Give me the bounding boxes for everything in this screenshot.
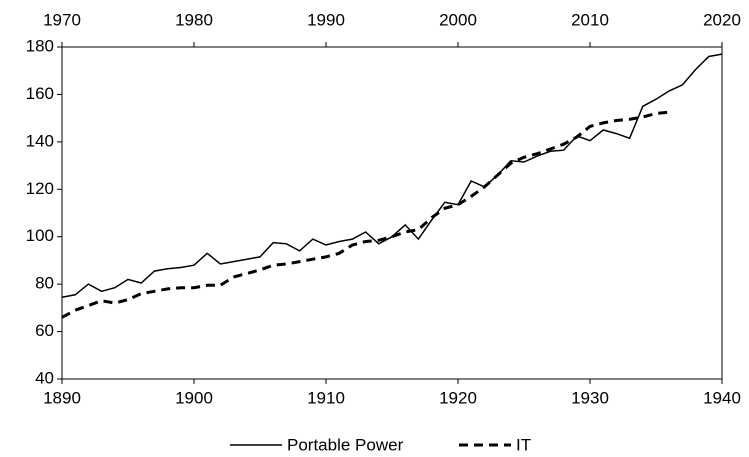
x2-tick-label: 1990 (307, 10, 345, 29)
y-tick-label: 160 (26, 84, 54, 103)
legend-label: IT (516, 435, 531, 454)
x2-tick-label: 1980 (175, 10, 213, 29)
x-tick-label: 1940 (703, 388, 741, 407)
plot-frame (61, 46, 723, 380)
x2-tick-label: 2010 (571, 10, 609, 29)
x-tick-label: 1890 (43, 388, 81, 407)
y-tick-label: 60 (35, 321, 54, 340)
x2-tick-label: 2000 (439, 10, 477, 29)
x-tick-label: 1910 (307, 388, 345, 407)
series-line (61, 110, 670, 319)
y-tick-label: 40 (35, 368, 54, 387)
y-tick-label: 100 (26, 226, 54, 245)
x-tick-label: 1930 (571, 388, 609, 407)
y-tick-label: 80 (35, 274, 54, 293)
y-tick-label: 120 (26, 179, 54, 198)
legend-label: Portable Power (287, 435, 404, 454)
x-tick-label: 1920 (439, 388, 477, 407)
y-tick-label: 180 (26, 36, 54, 55)
x2-tick-label: 2020 (703, 10, 741, 29)
x2-tick-label: 1970 (43, 10, 81, 29)
y-tick-label: 140 (26, 131, 54, 150)
series-line (61, 53, 723, 298)
x-tick-label: 1900 (175, 388, 213, 407)
